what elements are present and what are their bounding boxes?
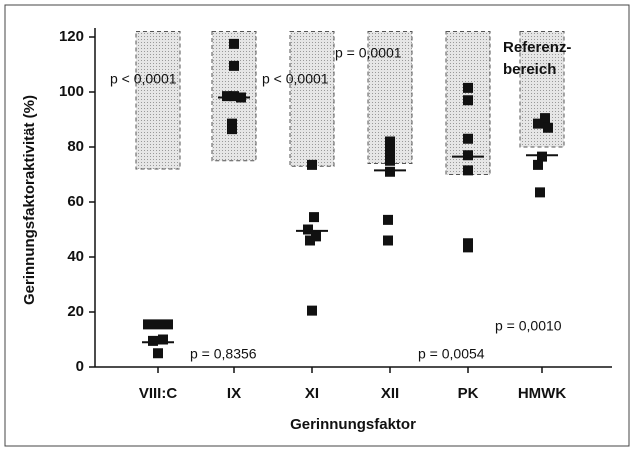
point xyxy=(143,319,153,330)
point xyxy=(385,144,395,155)
point xyxy=(533,118,543,129)
point xyxy=(537,151,547,162)
annotation: p < 0,0001 xyxy=(110,71,177,87)
point xyxy=(385,150,395,161)
y-tick-label: 20 xyxy=(67,303,84,320)
point xyxy=(535,187,545,198)
y-tick-label: 40 xyxy=(67,248,84,265)
point xyxy=(305,235,315,246)
point xyxy=(385,155,395,166)
point xyxy=(163,319,173,330)
point xyxy=(307,159,317,170)
reference-range xyxy=(135,31,181,170)
point xyxy=(383,235,393,246)
point xyxy=(153,319,163,330)
x-tick-label: HMWK xyxy=(518,385,566,402)
point xyxy=(540,113,550,124)
x-tick-label: IX xyxy=(227,385,241,402)
point xyxy=(153,348,163,359)
annotation: bereich xyxy=(503,61,556,78)
point xyxy=(229,91,239,102)
y-tick-label: 60 xyxy=(67,193,84,210)
point xyxy=(303,224,313,235)
point xyxy=(463,133,473,144)
x-tick-label: XII xyxy=(381,385,399,402)
point xyxy=(383,214,393,225)
y-tick-label: 0 xyxy=(76,358,84,375)
y-tick-label: 120 xyxy=(59,28,84,45)
point xyxy=(311,231,321,242)
point xyxy=(227,118,237,129)
annotation: p = 0,0010 xyxy=(495,318,562,334)
point xyxy=(229,60,239,71)
point xyxy=(229,38,239,49)
point xyxy=(543,122,553,133)
annotation: p = 0,0001 xyxy=(335,45,402,61)
reference-range xyxy=(289,31,335,167)
reference-range xyxy=(211,31,257,162)
x-axis-label: Gerinnungsfaktor xyxy=(290,416,416,433)
point xyxy=(463,165,473,176)
annotation: p = 0,8356 xyxy=(190,346,257,362)
y-tick-label: 100 xyxy=(59,83,84,100)
point xyxy=(227,124,237,135)
y-tick-label: 80 xyxy=(67,138,84,155)
x-tick-label: VIII:C xyxy=(139,385,178,402)
frame xyxy=(4,4,630,447)
point xyxy=(158,334,168,345)
point xyxy=(385,136,395,147)
point xyxy=(463,95,473,106)
point xyxy=(148,335,158,346)
point xyxy=(222,91,232,102)
point xyxy=(463,242,473,253)
point xyxy=(309,212,319,223)
x-tick-label: PK xyxy=(458,385,479,402)
y-axis-label: Gerinnungsfaktoraktivität (%) xyxy=(21,95,38,305)
point xyxy=(463,82,473,93)
annotation: p = 0,0054 xyxy=(418,346,485,362)
point xyxy=(533,159,543,170)
annotation: Referenz- xyxy=(503,39,571,56)
point xyxy=(307,305,317,316)
x-tick-label: XI xyxy=(305,385,319,402)
point xyxy=(463,150,473,161)
point xyxy=(385,166,395,177)
annotation: p < 0,0001 xyxy=(262,71,329,87)
